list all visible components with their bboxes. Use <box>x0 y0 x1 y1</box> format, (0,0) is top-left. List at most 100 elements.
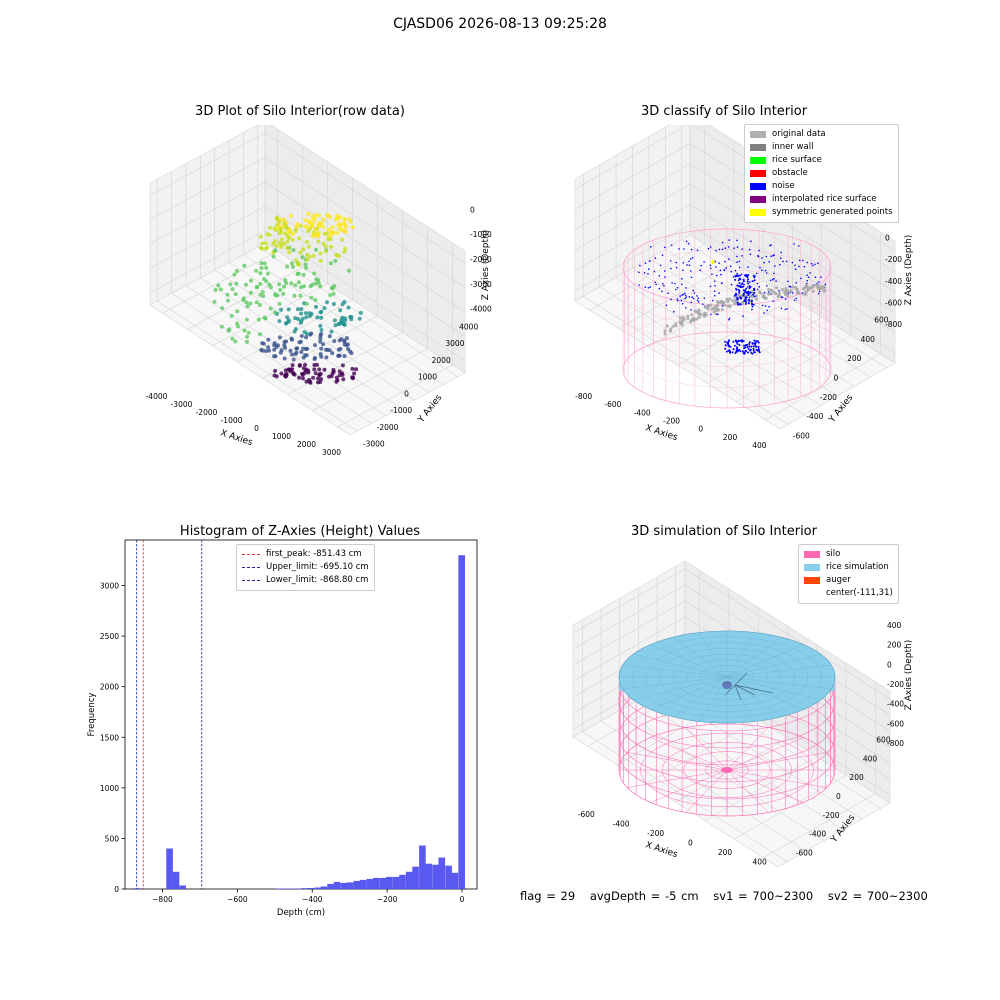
noise-point <box>638 271 640 274</box>
data-point <box>233 292 238 297</box>
data-point <box>343 246 348 251</box>
status-sv1: sv1 = 700~2300 <box>713 889 814 903</box>
noise-point <box>681 302 684 305</box>
noise-point <box>768 305 770 308</box>
data-point <box>290 337 294 342</box>
histogram-bar <box>425 863 432 889</box>
rice-mesh-spoke <box>672 676 728 717</box>
noise-point <box>782 260 784 263</box>
panel3-legend: first_peak: -851.43 cm Upper_limit: -695… <box>236 544 375 591</box>
noise-point <box>750 351 753 354</box>
data-point <box>272 343 277 348</box>
rice-mesh <box>618 630 836 724</box>
noise-point <box>801 292 804 294</box>
data-point <box>338 308 343 313</box>
data-point <box>244 300 249 305</box>
noise-point <box>685 287 687 289</box>
x-axis-label: X Axies <box>644 423 679 443</box>
data-point <box>316 280 321 285</box>
data-point <box>344 336 349 341</box>
rice-mesh-spoke <box>633 676 728 701</box>
noise-point <box>772 300 775 302</box>
data-point <box>316 376 320 381</box>
noise-point <box>800 277 802 280</box>
data-point <box>286 367 291 372</box>
noise-point <box>753 291 756 294</box>
data-point <box>342 217 347 221</box>
y-axis-label: Y Axies <box>416 393 445 426</box>
data-point <box>271 250 276 255</box>
simulation <box>618 630 836 817</box>
noise-point <box>747 347 750 350</box>
y-tick-label: 4000 <box>459 322 478 331</box>
noise-point <box>690 276 693 279</box>
noise-point <box>650 246 652 248</box>
noise-point <box>746 292 749 295</box>
grid-line <box>574 224 896 354</box>
data-point <box>242 263 247 268</box>
data-point <box>337 373 342 378</box>
z-tick-label: 0 <box>887 660 892 669</box>
inner-wall-point <box>710 307 714 311</box>
data-point <box>228 282 233 287</box>
y-tick-label: 2000 <box>100 683 119 692</box>
data-point <box>300 255 305 260</box>
noise-point <box>682 293 685 296</box>
noise-point <box>765 255 768 258</box>
data-point <box>281 217 286 222</box>
noise-point <box>711 299 714 302</box>
noise-point <box>718 248 721 251</box>
grid-line <box>149 132 466 264</box>
noise-point <box>747 351 749 354</box>
rice-mesh-spoke <box>726 644 804 678</box>
noise-point <box>658 287 661 290</box>
noise-point <box>786 308 788 310</box>
data-point <box>303 368 308 373</box>
silo-floor-spoke <box>726 769 769 813</box>
noise-point <box>742 340 745 342</box>
noise-point <box>738 282 741 285</box>
data-point <box>358 310 363 315</box>
noise-point <box>748 248 751 251</box>
data-point <box>261 294 266 299</box>
histogram-bar <box>320 886 328 889</box>
data-point <box>282 221 287 226</box>
noise-point <box>684 297 686 300</box>
data-point <box>262 261 267 266</box>
data-point <box>212 299 217 304</box>
data-point <box>258 245 263 250</box>
histogram-bar <box>294 888 301 889</box>
data-point <box>294 346 299 351</box>
data-point <box>303 311 308 316</box>
y-tick-label: 400 <box>863 754 878 763</box>
histogram-bar <box>458 555 465 889</box>
data-point <box>274 215 279 220</box>
y-tick-label: 500 <box>105 834 120 843</box>
x-tick-label: −400 <box>302 895 323 904</box>
noise-point <box>736 246 739 248</box>
data-point <box>306 229 311 233</box>
noise-point <box>686 264 688 266</box>
data-point <box>337 226 342 231</box>
noise-point <box>787 280 789 283</box>
data-point <box>304 218 308 223</box>
bars <box>134 555 465 889</box>
noise-point <box>736 342 739 345</box>
data-point <box>291 371 296 376</box>
noise-point <box>755 340 758 343</box>
data-point <box>293 327 298 332</box>
noise-point <box>734 269 737 272</box>
noise-point <box>742 289 745 292</box>
data-point <box>336 254 341 259</box>
inner-wall-point <box>755 294 759 298</box>
noise-point <box>654 257 657 259</box>
noise-point <box>721 248 724 251</box>
data-point <box>328 261 333 266</box>
data-point <box>312 367 317 372</box>
z-axis-label: Z Axies (Depth) <box>481 230 491 301</box>
grid-line <box>149 206 466 337</box>
data-point <box>354 367 359 372</box>
legend-item-upper-limit: Upper_limit: -695.10 cm <box>242 561 369 574</box>
data-point <box>294 258 299 263</box>
inner-wall-point <box>816 287 821 291</box>
